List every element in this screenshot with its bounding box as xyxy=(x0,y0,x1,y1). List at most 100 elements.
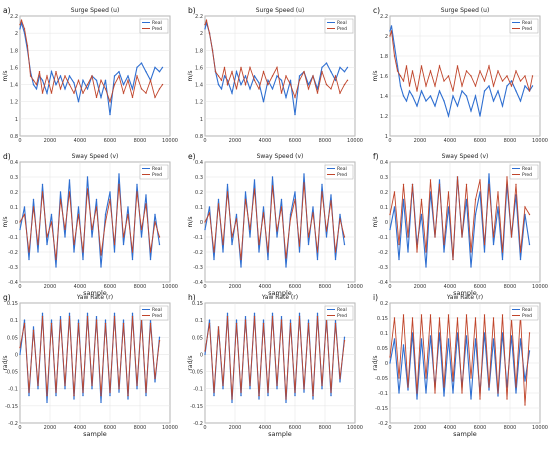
data-point-real xyxy=(59,75,62,77)
data-point-pred xyxy=(443,243,445,246)
data-point-pred xyxy=(46,394,48,397)
legend-label: Real xyxy=(152,307,162,313)
data-point-real xyxy=(465,95,468,97)
data-point-real xyxy=(59,191,62,193)
data-point-real xyxy=(109,394,111,397)
data-point-pred xyxy=(113,316,116,318)
data-point-real xyxy=(32,198,35,201)
data-point-real xyxy=(32,326,35,328)
data-point-real xyxy=(456,332,459,334)
data-point-pred xyxy=(470,75,472,77)
data-point-real xyxy=(497,395,499,397)
data-point-pred xyxy=(398,243,400,246)
data-point-pred xyxy=(438,317,441,319)
data-point-pred xyxy=(217,326,220,328)
data-point-real xyxy=(396,65,399,67)
data-point-pred xyxy=(68,191,71,193)
data-point-pred xyxy=(86,188,89,190)
data-point-real xyxy=(217,198,220,201)
data-point-pred xyxy=(244,83,247,86)
data-point-pred xyxy=(204,221,206,223)
data-point-real xyxy=(470,266,472,268)
data-point-pred xyxy=(506,75,508,77)
x-tick-label: 0 xyxy=(388,138,391,144)
y-axis-label: rad/s xyxy=(2,355,9,370)
data-point-pred xyxy=(389,356,391,358)
data-point-pred xyxy=(330,391,332,393)
data-point-real xyxy=(55,394,57,397)
data-point-real xyxy=(253,75,256,77)
data-point-real xyxy=(235,319,238,321)
data-point-pred xyxy=(226,316,229,318)
plot-frame xyxy=(19,15,171,137)
data-point-real xyxy=(398,258,400,261)
data-point-real xyxy=(307,83,310,86)
data-point-real xyxy=(223,75,226,77)
data-point-real xyxy=(262,319,265,321)
data-point-real xyxy=(334,79,337,82)
y-axis-label: m/s xyxy=(2,217,9,228)
data-point-pred xyxy=(77,79,80,82)
legend-label: Real xyxy=(152,20,162,26)
data-point-real xyxy=(497,90,499,92)
data-point-real xyxy=(267,79,269,82)
data-point-real xyxy=(249,88,251,90)
data-point-pred xyxy=(149,251,152,253)
legend-label: Real xyxy=(337,166,347,172)
data-point-pred xyxy=(127,79,129,82)
data-point-pred xyxy=(244,198,247,201)
panel-c: 1 1.2 1.4 1.6 1.8 2 2.2 0 2000 4000 6000 8000 10000 S… xyxy=(372,6,548,144)
data-point-pred xyxy=(131,251,134,253)
y-tick-label: -0.2 xyxy=(8,250,18,256)
x-tick-label: 10000 xyxy=(162,284,178,290)
data-point-real xyxy=(443,100,445,102)
data-point-pred xyxy=(285,398,287,400)
data-point-real xyxy=(393,45,396,47)
y-tick-label: 1 xyxy=(385,134,388,140)
data-point-real xyxy=(307,243,310,246)
x-tick-label: 8000 xyxy=(134,284,147,290)
y-tick-label: -0.3 xyxy=(193,265,203,271)
data-point-pred xyxy=(249,384,251,386)
y-tick-label: 0.1 xyxy=(195,318,203,324)
x-tick-label: 2000 xyxy=(44,425,57,431)
y-tick-label: 0.4 xyxy=(380,160,388,166)
data-point-real xyxy=(122,319,125,321)
panel-d: -0.4 -0.3 -0.2 -0.1 0 0.1 0.2 0.3 0.4 0 2000 4000 60… xyxy=(2,152,178,297)
data-point-pred xyxy=(161,83,164,86)
data-point-pred xyxy=(325,230,328,232)
panel-label: b) xyxy=(188,6,196,15)
data-point-real xyxy=(35,88,38,90)
y-tick-label: -0.2 xyxy=(378,421,388,427)
data-point-real xyxy=(402,95,405,97)
data-point-real xyxy=(240,266,242,268)
legend-label: Real xyxy=(522,307,532,313)
data-point-pred xyxy=(154,96,156,99)
data-point-real xyxy=(145,71,147,73)
y-tick-label: -0.3 xyxy=(8,265,18,271)
x-tick-label: 4000 xyxy=(74,284,87,290)
data-point-pred xyxy=(113,83,116,86)
y-tick-label: 0.1 xyxy=(380,205,388,211)
data-point-real xyxy=(280,198,283,201)
x-tick-label: 8000 xyxy=(319,425,332,431)
data-point-real xyxy=(474,95,477,97)
data-point-real xyxy=(249,388,251,390)
data-point-pred xyxy=(330,88,332,90)
x-tick-label: 4000 xyxy=(444,425,457,431)
data-point-pred xyxy=(501,314,504,316)
data-point-real xyxy=(411,332,414,334)
data-point-pred xyxy=(59,88,62,90)
data-point-pred xyxy=(28,391,30,393)
data-point-pred xyxy=(343,83,346,86)
data-point-real xyxy=(420,213,423,216)
legend-label: Pred xyxy=(522,26,532,32)
data-point-pred xyxy=(497,70,499,72)
y-tick-label: 1.2 xyxy=(195,100,203,106)
data-point-pred xyxy=(211,49,214,51)
data-point-pred xyxy=(41,92,44,94)
data-point-pred xyxy=(37,243,39,246)
x-tick-label: 8000 xyxy=(504,425,517,431)
data-point-real xyxy=(492,100,495,102)
data-point-pred xyxy=(50,92,53,94)
